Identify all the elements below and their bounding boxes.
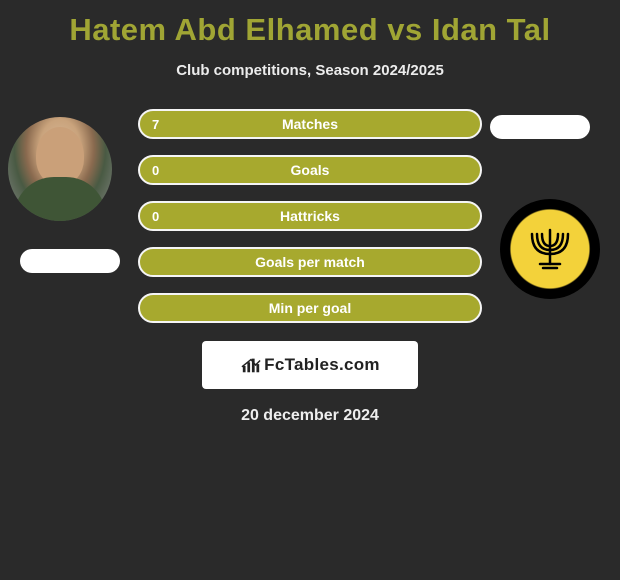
stat-label: Matches — [282, 116, 338, 132]
bar-chart-icon — [240, 355, 262, 375]
subtitle: Club competitions, Season 2024/2025 — [0, 62, 620, 79]
player-right-placeholder-pill — [490, 115, 590, 139]
stat-label: Goals per match — [255, 254, 365, 270]
stats-rows: 7 Matches 0 Goals 0 Hattricks Goals per … — [138, 109, 482, 323]
stat-row-hattricks: 0 Hattricks — [138, 201, 482, 231]
stat-label: Goals — [291, 162, 330, 178]
stat-row-goals-per-match: Goals per match — [138, 247, 482, 277]
comparison-panel: 7 Matches 0 Goals 0 Hattricks Goals per … — [0, 109, 620, 425]
stat-left-value: 0 — [152, 163, 159, 178]
brand-badge[interactable]: FcTables.com — [202, 341, 418, 389]
player-left-avatar — [8, 117, 112, 221]
stat-row-matches: 7 Matches — [138, 109, 482, 139]
stat-label: Hattricks — [280, 208, 340, 224]
page-title: Hatem Abd Elhamed vs Idan Tal — [0, 0, 620, 48]
menorah-icon — [525, 224, 575, 274]
date-text: 20 december 2024 — [0, 407, 620, 425]
stat-row-goals: 0 Goals — [138, 155, 482, 185]
player-right-club-badge — [500, 199, 600, 299]
brand-text: FcTables.com — [264, 355, 380, 375]
stat-left-value: 0 — [152, 209, 159, 224]
player-left-placeholder-pill — [20, 249, 120, 273]
stat-left-value: 7 — [152, 117, 159, 132]
stat-row-min-per-goal: Min per goal — [138, 293, 482, 323]
stat-label: Min per goal — [269, 300, 351, 316]
